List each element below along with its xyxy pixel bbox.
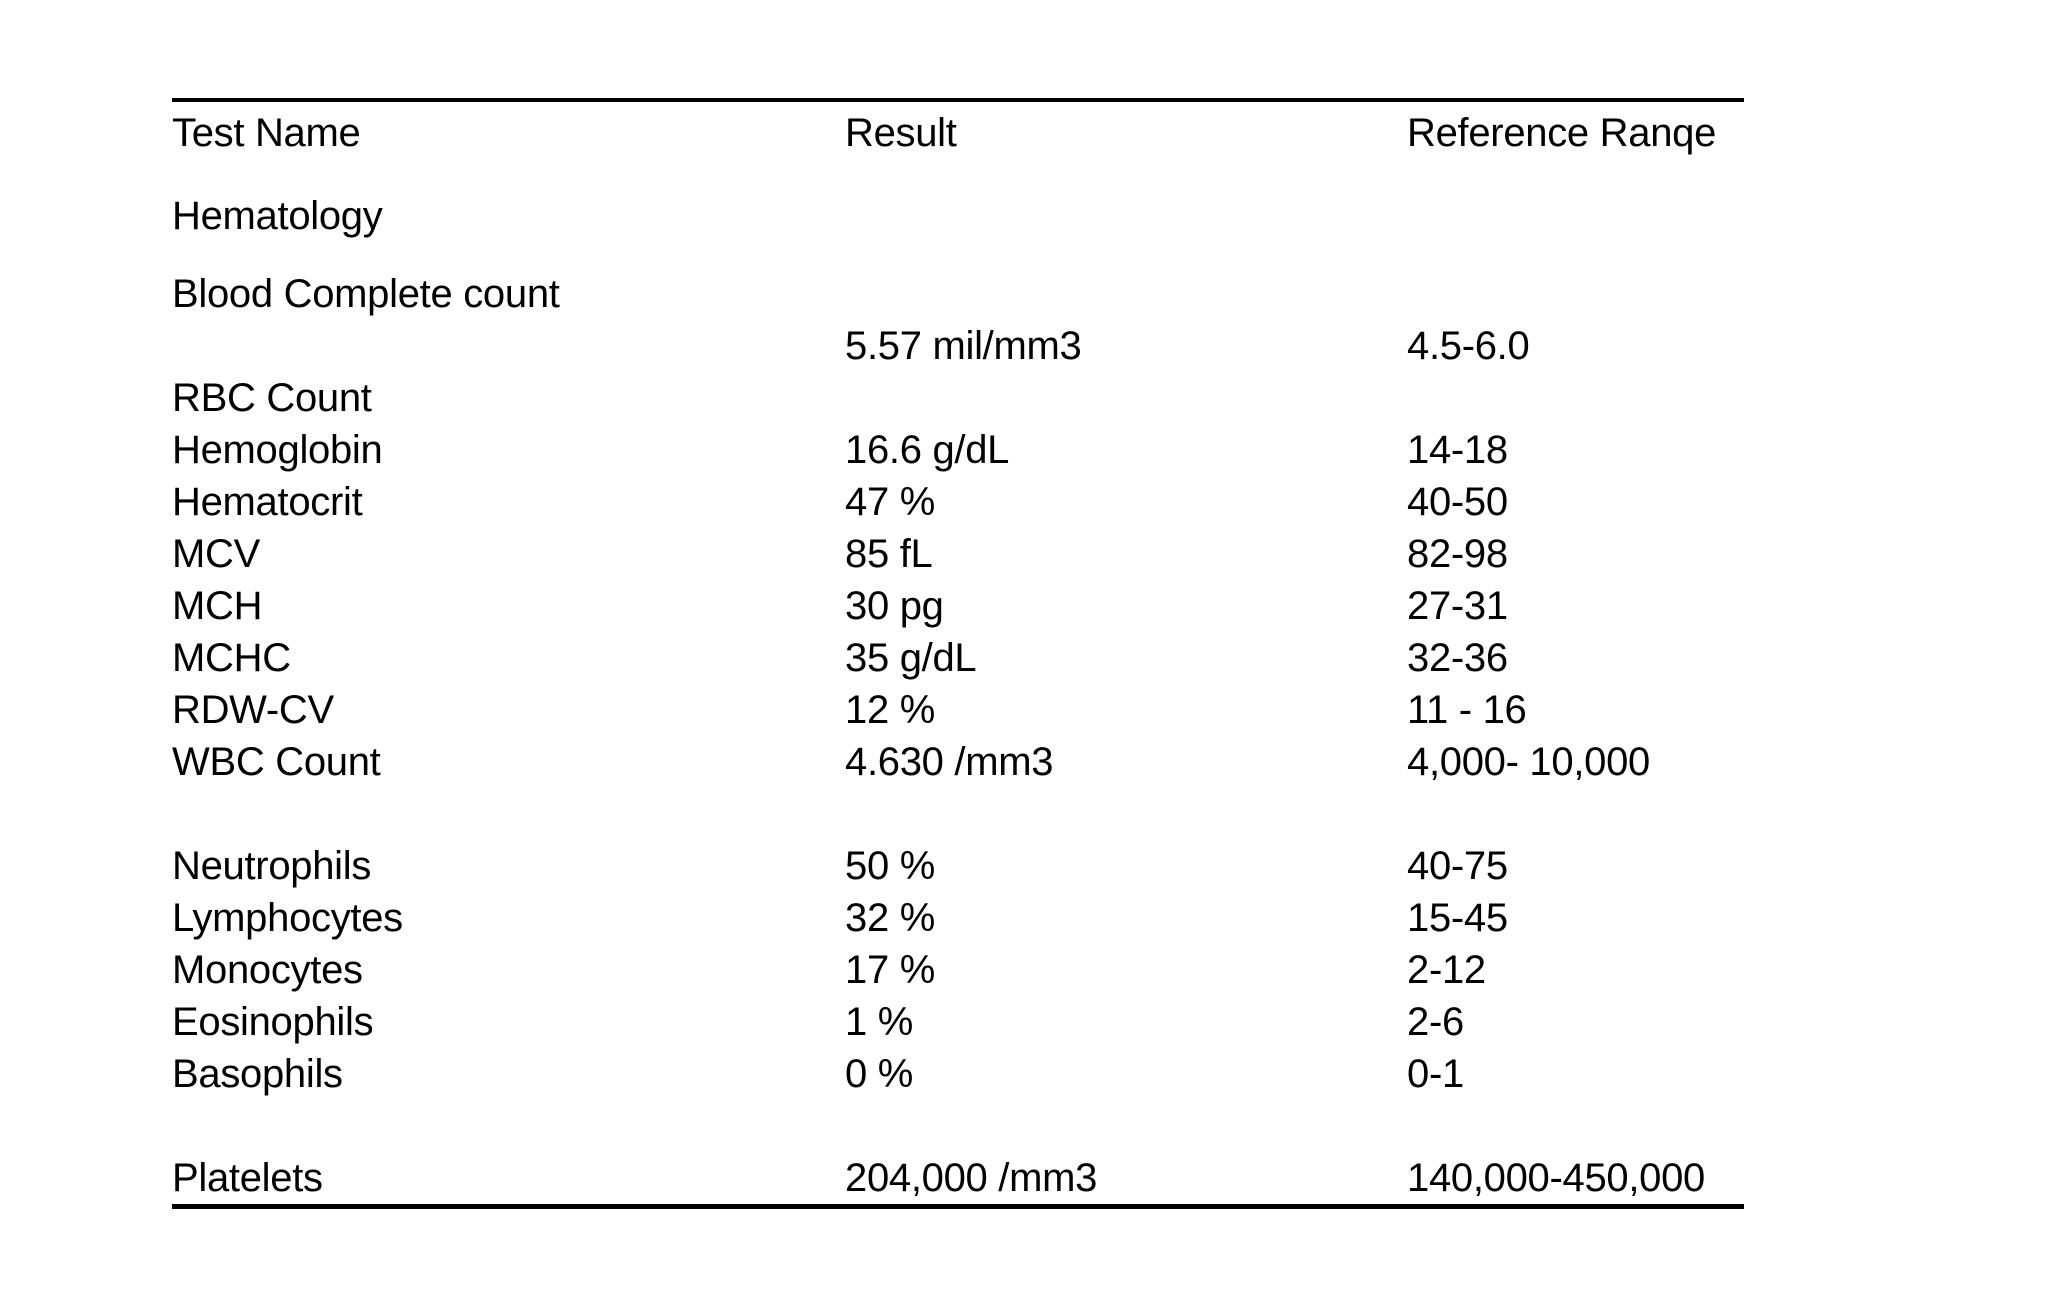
table-row: MCH 30 pg 27-31 (172, 580, 1744, 632)
table-row: Lymphocytes 32 % 15-45 (172, 892, 1744, 944)
table-row: MCHC 35 g/dL 32-36 (172, 632, 1744, 684)
cell-reference-range: 4,000- 10,000 (1407, 739, 1650, 784)
cell-result: 1 % (845, 999, 914, 1044)
cell-test-name: RBC Count (172, 375, 372, 420)
spacer-row (172, 788, 1744, 840)
section-title-row: Blood Complete count (172, 268, 1744, 320)
cell-test-name: Basophils (172, 1051, 343, 1096)
cell-test-name: MCV (172, 531, 260, 576)
cell-reference-range: 27-31 (1407, 583, 1508, 628)
table-row: Neutrophils 50 % 40-75 (172, 840, 1744, 892)
cell-test-name: Lymphocytes (172, 895, 403, 940)
table-body: Hematology Blood Complete count 5.57 mil… (172, 190, 1744, 1204)
cell-result: 32 % (845, 895, 935, 940)
table-row: RBC Count (172, 372, 1744, 424)
cell-reference-range: 82-98 (1407, 531, 1508, 576)
cell-result: 85 fL (845, 531, 933, 576)
table-row: Hematocrit 47 % 40-50 (172, 476, 1744, 528)
cell-result: 35 g/dL (845, 635, 977, 680)
table-row: Monocytes 17 % 2-12 (172, 944, 1744, 996)
cell-reference-range: 4.5-6.0 (1407, 323, 1530, 368)
cell-result: 47 % (845, 479, 935, 524)
cell-test-name: Hematology (172, 193, 383, 238)
column-header-reference-range: Reference Ranqe (1407, 110, 1717, 155)
cell-result: 17 % (845, 947, 935, 992)
cell-test-name: Hemoglobin (172, 427, 383, 472)
cell-result: 5.57 mil/mm3 (845, 323, 1082, 368)
cell-result: 4.630 /mm3 (845, 739, 1054, 784)
table-row: Basophils 0 % 0-1 (172, 1048, 1744, 1100)
cell-reference-range: 40-50 (1407, 479, 1508, 524)
cell-test-name: Blood Complete count (172, 271, 560, 316)
cell-reference-range: 40-75 (1407, 843, 1508, 888)
cell-test-name: MCH (172, 583, 263, 628)
cell-reference-range: 11 - 16 (1407, 687, 1527, 732)
cell-result: 16.6 g/dL (845, 427, 1010, 472)
cell-reference-range: 15-45 (1407, 895, 1508, 940)
table-row: 5.57 mil/mm3 4.5-6.0 (172, 320, 1744, 372)
cell-test-name: WBC Count (172, 739, 381, 784)
cell-test-name: Neutrophils (172, 843, 372, 888)
cell-test-name: Eosinophils (172, 999, 374, 1044)
cell-result: 0 % (845, 1051, 914, 1096)
cell-test-name: Hematocrit (172, 479, 363, 524)
table-row: MCV 85 fL 82-98 (172, 528, 1744, 580)
column-header-result: Result (845, 110, 957, 155)
cell-test-name: Platelets (172, 1155, 323, 1200)
cell-reference-range: 14-18 (1407, 427, 1508, 472)
cell-result: 12 % (845, 687, 935, 732)
cell-test-name: Monocytes (172, 947, 363, 992)
section-title-row: Hematology (172, 190, 1744, 242)
cell-result: 50 % (845, 843, 935, 888)
cell-reference-range: 2-6 (1407, 999, 1464, 1044)
table-header-row: Test Name Result Reference Ranqe (172, 102, 1744, 164)
table-row: Eosinophils 1 % 2-6 (172, 996, 1744, 1048)
table-row: RDW-CV 12 % 11 - 16 (172, 684, 1744, 736)
cell-result: 30 pg (845, 583, 944, 628)
cell-test-name: MCHC (172, 635, 291, 680)
table-row: Hemoglobin 16.6 g/dL 14-18 (172, 424, 1744, 476)
cell-reference-range: 2-12 (1407, 947, 1486, 992)
cell-test-name: RDW-CV (172, 687, 334, 732)
table-row: WBC Count 4.630 /mm3 4,000- 10,000 (172, 736, 1744, 788)
lab-report-table: Test Name Result Reference Ranqe Hematol… (172, 98, 1744, 1209)
cell-reference-range: 0-1 (1407, 1051, 1464, 1096)
spacer-row (172, 1100, 1744, 1152)
cell-result: 204,000 /mm3 (845, 1155, 1098, 1200)
column-header-test-name: Test Name (172, 110, 361, 155)
cell-reference-range: 32-36 (1407, 635, 1508, 680)
table-row: Platelets 204,000 /mm3 140,000-450,000 (172, 1152, 1744, 1204)
cell-reference-range: 140,000-450,000 (1407, 1155, 1706, 1200)
